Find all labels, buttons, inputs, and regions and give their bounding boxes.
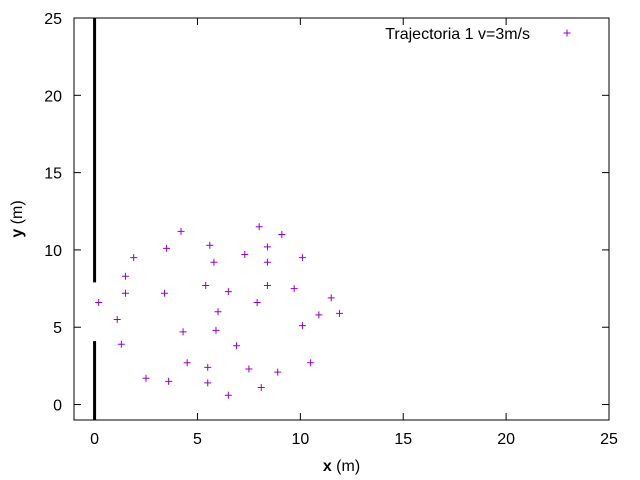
y-tick-label: 15 (44, 166, 62, 183)
data-point (212, 326, 220, 334)
y-tick-label: 5 (53, 320, 62, 337)
data-point (307, 359, 315, 367)
data-point (255, 223, 263, 231)
data-point (121, 289, 129, 297)
data-point (202, 281, 210, 289)
data-point (95, 298, 103, 306)
data-point (210, 258, 218, 266)
points-layer (95, 223, 343, 399)
x-axis-label-rest: (m) (332, 458, 360, 475)
data-point (257, 384, 265, 392)
data-point (315, 311, 323, 319)
data-point (224, 391, 232, 399)
data-point (278, 230, 286, 238)
data-point (245, 365, 253, 373)
x-tick-label: 15 (394, 431, 412, 448)
data-point (263, 243, 271, 251)
data-point (113, 316, 121, 323)
y-tick-label: 25 (44, 11, 62, 28)
legend: Trajectoria 1 v=3m/s (385, 26, 571, 43)
y-axis-label: y (m) (9, 200, 26, 237)
data-point (117, 340, 125, 348)
y-axis-label-bold: y (9, 229, 26, 238)
plot-background (74, 18, 609, 420)
x-axis-label-bold: x (323, 458, 332, 475)
data-point (163, 244, 171, 252)
x-tick-label: 5 (193, 431, 202, 448)
data-point (224, 288, 232, 296)
data-point (121, 272, 129, 280)
data-point (335, 309, 343, 317)
data-point (263, 258, 271, 266)
y-axis-label-rest: (m) (9, 200, 26, 228)
x-axis-label: x (m) (323, 458, 360, 475)
plot-frame (73, 17, 610, 421)
data-point (263, 281, 271, 289)
x-tick-label: 20 (497, 431, 515, 448)
data-point (253, 298, 261, 306)
data-point (177, 227, 185, 235)
data-point (327, 294, 335, 302)
data-point (204, 363, 212, 371)
data-point (214, 308, 222, 316)
legend-marker (563, 29, 571, 37)
data-point (142, 374, 150, 382)
data-point (298, 322, 306, 330)
plot-area (74, 18, 609, 420)
y-tick-label: 0 (53, 398, 62, 415)
data-point (183, 359, 191, 367)
x-tick-label: 25 (600, 431, 618, 448)
data-point (165, 377, 173, 385)
data-point (274, 368, 282, 376)
legend-label: Trajectoria 1 v=3m/s (385, 26, 530, 43)
data-point (206, 241, 214, 249)
y-tick-label: 10 (44, 243, 62, 260)
data-point (204, 379, 212, 387)
data-point (298, 254, 306, 262)
data-point (161, 289, 169, 297)
data-point (130, 254, 138, 262)
axes-layer: 0 5 10 15 20 25 0 5 10 15 20 25 (44, 11, 618, 448)
x-tick-label: 10 (291, 431, 309, 448)
data-point (241, 251, 249, 259)
data-point (290, 285, 298, 293)
data-point (233, 342, 241, 350)
data-point (179, 328, 187, 336)
y-tick-label: 20 (44, 88, 62, 105)
x-tick-label: 0 (90, 431, 99, 448)
